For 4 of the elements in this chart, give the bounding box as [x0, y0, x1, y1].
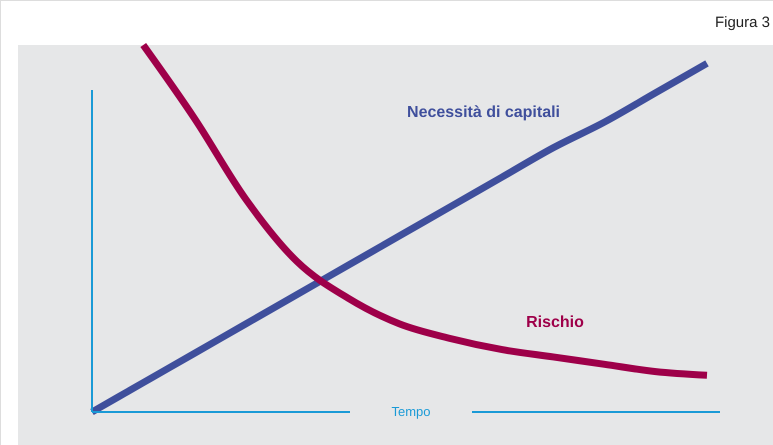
series-label: Rischio — [526, 314, 584, 331]
series-label: Necessità di capitali — [407, 104, 560, 121]
chart-title: Figura 3 — [714, 14, 770, 31]
x-axis-title: Tempo — [391, 404, 431, 419]
